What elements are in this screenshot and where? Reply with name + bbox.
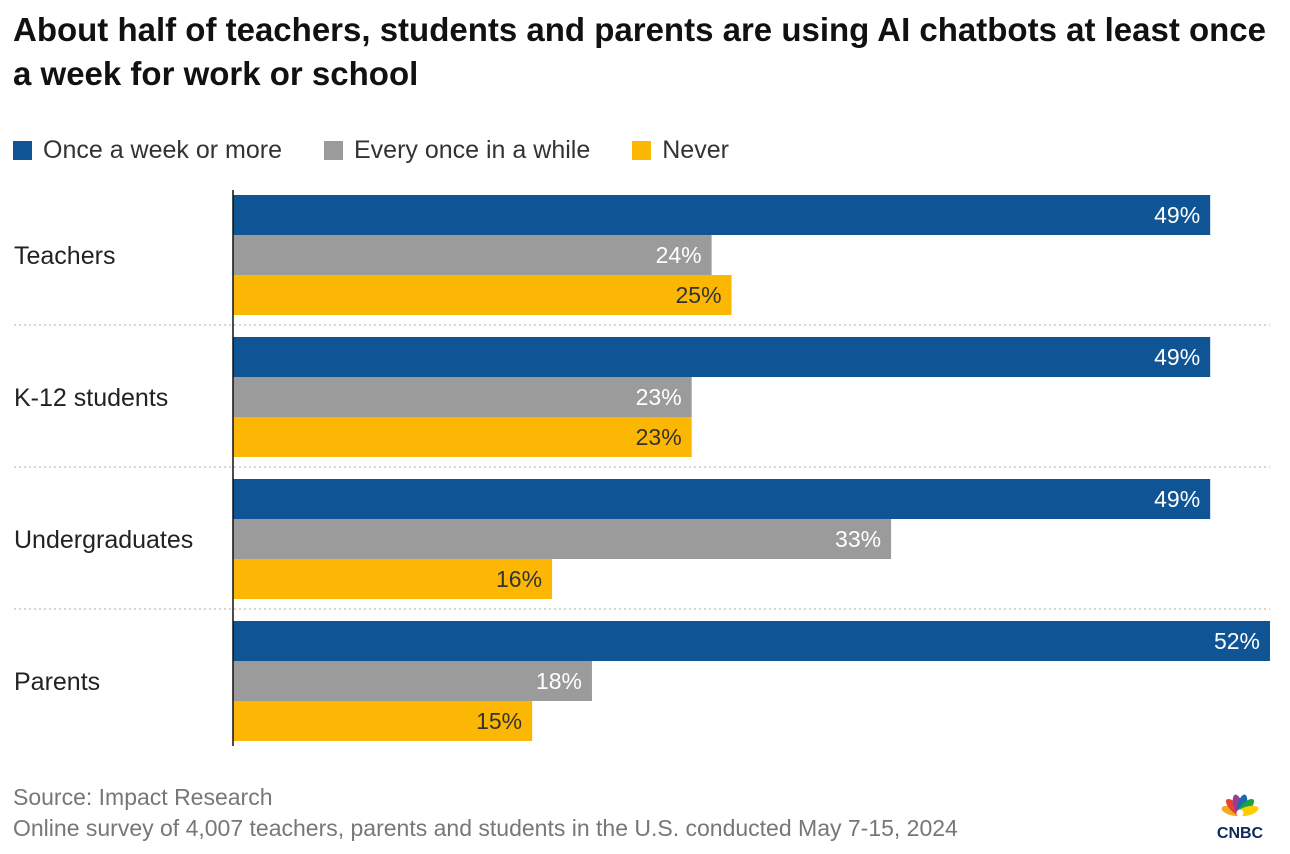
legend-swatch-never — [632, 140, 652, 160]
survey-note: Online survey of 4,007 teachers, parents… — [13, 815, 958, 841]
category-group: Undergraduates 49% 33% 16% — [14, 479, 1270, 610]
data-label: 49% — [1154, 344, 1200, 370]
category-label: Parents — [14, 668, 100, 696]
data-label: 16% — [496, 566, 542, 592]
bar — [233, 621, 1270, 661]
data-label: 52% — [1214, 628, 1260, 654]
bar — [233, 195, 1211, 235]
data-label: 23% — [636, 424, 682, 450]
bar — [233, 235, 712, 275]
bar — [233, 417, 692, 457]
legend-swatch-sometimes — [324, 140, 343, 160]
data-label: 24% — [656, 242, 702, 268]
bar — [233, 377, 692, 417]
bar — [233, 661, 592, 701]
logo-text: CNBC — [1217, 825, 1264, 842]
legend-label-sometimes: Every once in a while — [354, 135, 591, 164]
bar — [233, 559, 553, 599]
bar — [233, 701, 533, 741]
category-label: Undergraduates — [14, 526, 193, 554]
bar — [233, 337, 1211, 377]
category-group: Teachers 49% 24% 25% — [14, 195, 1270, 326]
legend-label-weekly: Once a week or more — [43, 135, 282, 164]
legend-item-weekly: Once a week or more — [13, 136, 282, 165]
legend: Once a week or more Every once in a whil… — [13, 134, 771, 166]
legend-swatch-weekly — [13, 140, 32, 160]
category-group: Parents 52% 18% 15% — [14, 621, 1270, 741]
data-label: 25% — [676, 282, 722, 308]
legend-label-never: Never — [662, 135, 729, 164]
data-label: 49% — [1154, 202, 1200, 228]
legend-item-sometimes: Every once in a while — [324, 136, 590, 165]
legend-item-never: Never — [632, 136, 729, 165]
category-label: K-12 students — [14, 384, 168, 412]
data-label: 49% — [1154, 486, 1200, 512]
data-label: 23% — [636, 384, 682, 410]
cnbc-logo: CNBC — [1217, 794, 1264, 842]
bar — [233, 479, 1211, 519]
peacock-icon — [1221, 794, 1259, 817]
data-label: 18% — [536, 668, 582, 694]
source-note: Source: Impact Research — [13, 784, 273, 810]
bar — [233, 519, 892, 559]
chart-title: About half of teachers, students and par… — [13, 11, 1267, 92]
data-label: 15% — [476, 708, 522, 734]
bar-chart: Teachers 49% 24% 25% K-12 students 49% 23% 23% U… — [14, 190, 1270, 746]
category-group: K-12 students 49% 23% 23% — [14, 337, 1270, 468]
bar — [233, 275, 732, 315]
category-label: Teachers — [14, 242, 115, 270]
data-label: 33% — [835, 526, 881, 552]
